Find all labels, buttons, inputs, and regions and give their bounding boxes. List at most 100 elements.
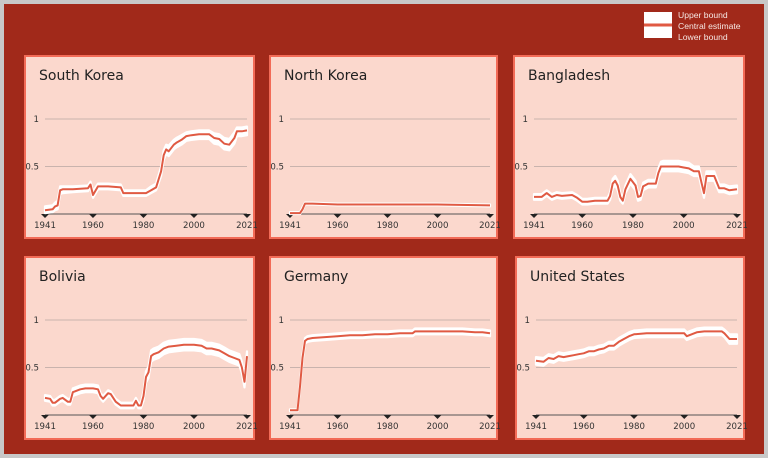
x-tick-label: 2000 <box>183 221 205 231</box>
x-tick-label: 2021 <box>726 221 747 231</box>
x-tick-label: 1941 <box>34 422 56 432</box>
legend-upper-label: Upper bound <box>678 10 728 20</box>
x-tick-mark <box>680 415 689 419</box>
uncertainty-band <box>532 159 739 206</box>
x-tick-label: 2000 <box>673 422 695 432</box>
x-tick-label: 2000 <box>673 221 695 231</box>
x-tick-mark <box>486 415 494 419</box>
legend: Upper bound Central estimate Lower bound <box>640 10 758 46</box>
x-tick-mark <box>628 214 637 218</box>
x-tick-label: 2021 <box>479 422 500 432</box>
chart-title: Bangladesh <box>528 68 611 84</box>
x-tick-mark <box>189 214 198 218</box>
x-tick-mark <box>629 415 638 419</box>
y-tick-label: 1 <box>279 316 284 326</box>
x-tick-mark <box>189 415 198 419</box>
chart-title: United States <box>530 269 625 285</box>
y-tick-label: 1 <box>525 316 530 326</box>
central-estimate-line <box>44 129 248 212</box>
x-tick-label: 1980 <box>622 221 644 231</box>
x-tick-label: 2021 <box>726 422 747 432</box>
y-tick-label: 1 <box>34 316 39 326</box>
uncertainty-band <box>288 327 492 413</box>
x-tick-mark <box>88 214 97 218</box>
x-tick-label: 2021 <box>236 422 257 432</box>
chart-svg: 0.5 1 1941 1960 1980 2000 2021 <box>26 115 257 231</box>
x-tick-label: 2021 <box>236 221 257 231</box>
y-tick-label: 1 <box>523 115 528 125</box>
chart-title: Germany <box>284 269 349 285</box>
chart-panel-south-korea: South Korea 0.5 1 1941 1960 1980 2000 2021 <box>24 55 257 239</box>
x-tick-label: 1980 <box>133 422 155 432</box>
x-tick-label: 1980 <box>377 422 399 432</box>
x-tick-mark <box>41 214 49 218</box>
chart-title: North Korea <box>284 68 368 84</box>
x-tick-mark <box>486 214 494 218</box>
x-tick-mark <box>286 415 294 419</box>
x-tick-mark <box>139 415 148 419</box>
chart-panel-bolivia: Bolivia 0.5 1 1941 1960 1980 2000 2021 <box>24 256 257 440</box>
x-tick-label: 1960 <box>571 221 593 231</box>
x-tick-label: 1960 <box>327 422 349 432</box>
x-tick-label: 1980 <box>623 422 645 432</box>
x-tick-label: 1960 <box>327 221 349 231</box>
x-tick-label: 1941 <box>34 221 56 231</box>
x-tick-label: 1960 <box>82 422 104 432</box>
legend-line-swatch <box>644 23 672 27</box>
central-estimate-line <box>534 165 738 203</box>
x-tick-label: 1941 <box>279 422 301 432</box>
x-tick-mark <box>139 214 148 218</box>
chart-panel-bangladesh: Bangladesh 0.5 1 1941 1960 1980 2000 2021 <box>513 55 747 239</box>
x-tick-label: 1960 <box>573 422 595 432</box>
chart-svg: 0.5 1 1941 1960 1980 2000 2021 <box>271 316 500 432</box>
x-tick-mark <box>530 214 538 218</box>
x-tick-label: 1980 <box>133 221 155 231</box>
x-tick-mark <box>733 415 741 419</box>
chart-svg: 0.5 1 1941 1960 1980 2000 2021 <box>515 115 747 231</box>
y-tick-label: 0.5 <box>26 163 39 173</box>
uncertainty-band <box>43 125 249 215</box>
x-tick-label: 2021 <box>479 221 500 231</box>
x-tick-mark <box>333 214 342 218</box>
chart-panel-germany: Germany 0.5 1 1941 1960 1980 2000 2021 <box>269 256 500 440</box>
y-tick-label: 1 <box>34 115 39 125</box>
chart-svg: 0.5 1 1941 1960 1980 2000 2021 <box>517 316 747 432</box>
x-tick-mark <box>433 214 442 218</box>
x-tick-mark <box>243 415 251 419</box>
y-tick-label: 0.5 <box>517 364 530 374</box>
x-tick-label: 2000 <box>427 221 449 231</box>
legend-central-label: Central estimate <box>678 21 741 31</box>
x-tick-label: 1941 <box>525 422 547 432</box>
x-tick-label: 1941 <box>523 221 545 231</box>
chart-panel-united-states: United States 0.5 1 1941 1960 1980 2000 2021 <box>515 256 747 440</box>
x-tick-mark <box>433 415 442 419</box>
y-tick-label: 0.5 <box>271 163 284 173</box>
y-tick-label: 0.5 <box>271 364 284 374</box>
chart-title: South Korea <box>39 68 124 84</box>
x-tick-mark <box>579 415 588 419</box>
x-tick-label: 1980 <box>377 221 399 231</box>
chart-svg: 0.5 1 1941 1960 1980 2000 2021 <box>26 316 257 432</box>
x-tick-mark <box>679 214 688 218</box>
x-tick-mark <box>333 415 342 419</box>
x-tick-mark <box>532 415 540 419</box>
central-estimate-line <box>44 343 248 407</box>
y-tick-label: 0.5 <box>26 364 39 374</box>
legend-lower-label: Lower bound <box>678 32 728 42</box>
y-tick-label: 0.5 <box>515 163 528 173</box>
chart-title: Bolivia <box>39 269 86 285</box>
x-tick-mark <box>243 214 251 218</box>
central-estimate-line <box>290 330 491 412</box>
central-estimate-line <box>535 330 737 363</box>
x-tick-label: 2000 <box>427 422 449 432</box>
y-tick-label: 1 <box>279 115 284 125</box>
chart-svg: 0.5 1 1941 1960 1980 2000 2021 <box>271 115 500 231</box>
x-tick-mark <box>383 214 392 218</box>
x-tick-mark <box>578 214 587 218</box>
x-tick-mark <box>383 415 392 419</box>
x-tick-label: 2000 <box>183 422 205 432</box>
x-tick-label: 1941 <box>279 221 301 231</box>
central-estimate-line <box>290 202 491 215</box>
x-tick-mark <box>733 214 741 218</box>
legend-swatch <box>644 12 672 38</box>
